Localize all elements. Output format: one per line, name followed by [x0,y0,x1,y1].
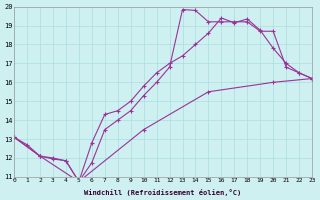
X-axis label: Windchill (Refroidissement éolien,°C): Windchill (Refroidissement éolien,°C) [84,189,242,196]
